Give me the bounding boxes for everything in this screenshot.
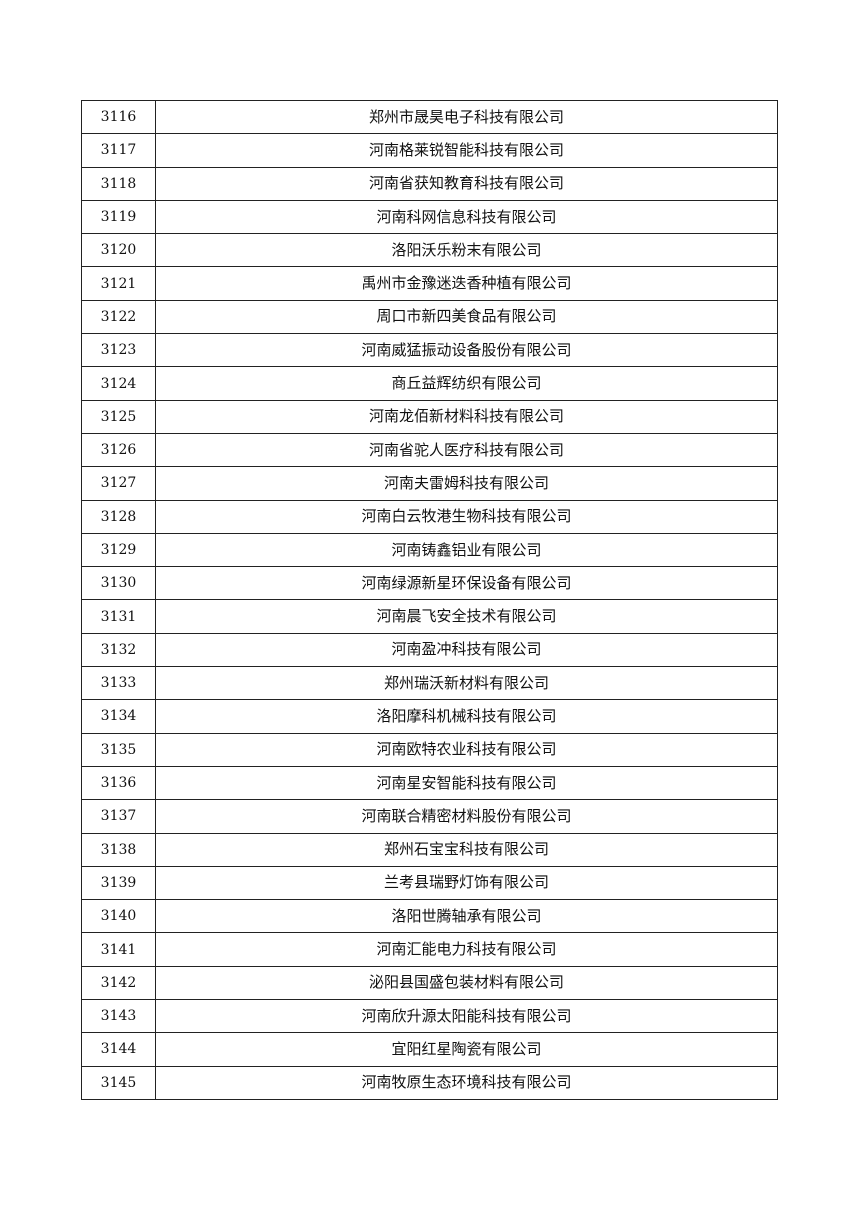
row-number: 3142 <box>81 965 156 1001</box>
row-number: 3144 <box>81 1032 156 1067</box>
table-row: 3120 洛阳沃乐粉末有限公司 <box>81 233 778 268</box>
row-number: 3139 <box>81 865 156 901</box>
table-row: 3117 河南格莱锐智能科技有限公司 <box>81 133 778 168</box>
table-row: 3131 河南晨飞安全技术有限公司 <box>81 599 778 634</box>
row-number: 3137 <box>81 799 156 834</box>
row-number: 3122 <box>81 299 156 335</box>
company-name: 河南省获知教育科技有限公司 <box>155 166 778 201</box>
company-name: 郑州市晟昊电子科技有限公司 <box>155 99 778 135</box>
row-number: 3141 <box>81 932 156 967</box>
table-row: 3129 河南铸鑫铝业有限公司 <box>81 532 778 568</box>
company-name: 河南晨飞安全技术有限公司 <box>155 599 778 634</box>
row-number: 3145 <box>81 1065 156 1100</box>
table-row: 3123 河南威猛振动设备股份有限公司 <box>81 333 778 368</box>
row-number: 3130 <box>81 566 156 601</box>
table-row: 3138 郑州石宝宝科技有限公司 <box>81 832 778 867</box>
row-number: 3140 <box>81 899 156 934</box>
row-number: 3125 <box>81 399 156 434</box>
table-row: 3140 洛阳世腾轴承有限公司 <box>81 899 778 934</box>
table-row: 3139 兰考县瑞野灯饰有限公司 <box>81 865 778 901</box>
row-number: 3128 <box>81 499 156 534</box>
company-name: 河南威猛振动设备股份有限公司 <box>155 333 778 368</box>
table-row: 3118 河南省获知教育科技有限公司 <box>81 166 778 201</box>
company-name: 商丘益辉纺织有限公司 <box>155 366 778 401</box>
table-row: 3145 河南牧原生态环境科技有限公司 <box>81 1065 778 1100</box>
row-number: 3123 <box>81 333 156 368</box>
company-name: 洛阳沃乐粉末有限公司 <box>155 233 778 268</box>
row-number: 3121 <box>81 266 156 301</box>
company-name: 河南科网信息科技有限公司 <box>155 199 778 235</box>
company-name: 河南格莱锐智能科技有限公司 <box>155 133 778 168</box>
row-number: 3119 <box>81 199 156 235</box>
row-number: 3135 <box>81 732 156 767</box>
table-row: 3137 河南联合精密材料股份有限公司 <box>81 799 778 834</box>
company-name: 郑州瑞沃新材料有限公司 <box>155 666 778 701</box>
company-name: 河南白云牧港生物科技有限公司 <box>155 499 778 534</box>
table-row: 3141 河南汇能电力科技有限公司 <box>81 932 778 967</box>
row-number: 3132 <box>81 632 156 668</box>
row-number: 3136 <box>81 765 156 801</box>
table-row: 3127 河南夫雷姆科技有限公司 <box>81 466 778 501</box>
table-row: 3122 周口市新四美食品有限公司 <box>81 299 778 335</box>
row-number: 3127 <box>81 466 156 501</box>
company-name: 禹州市金豫迷迭香种植有限公司 <box>155 266 778 301</box>
row-number: 3143 <box>81 999 156 1034</box>
company-name: 周口市新四美食品有限公司 <box>155 299 778 335</box>
table-row: 3124 商丘益辉纺织有限公司 <box>81 366 778 401</box>
company-name: 河南汇能电力科技有限公司 <box>155 932 778 967</box>
company-name: 河南龙佰新材料科技有限公司 <box>155 399 778 434</box>
company-name: 河南夫雷姆科技有限公司 <box>155 466 778 501</box>
table-row: 3133 郑州瑞沃新材料有限公司 <box>81 666 778 701</box>
row-number: 3117 <box>81 133 156 168</box>
table-row: 3142 泌阳县国盛包装材料有限公司 <box>81 965 778 1001</box>
row-number: 3131 <box>81 599 156 634</box>
company-name: 兰考县瑞野灯饰有限公司 <box>155 865 778 901</box>
table-row: 3134 洛阳摩科机械科技有限公司 <box>81 699 778 734</box>
table-row: 3135 河南欧特农业科技有限公司 <box>81 732 778 767</box>
row-number: 3124 <box>81 366 156 401</box>
row-number: 3116 <box>81 99 156 135</box>
table-row: 3119 河南科网信息科技有限公司 <box>81 199 778 235</box>
company-name: 河南省驼人医疗科技有限公司 <box>155 432 778 468</box>
company-name: 洛阳摩科机械科技有限公司 <box>155 699 778 734</box>
row-number: 3118 <box>81 166 156 201</box>
table-row: 3143 河南欣升源太阳能科技有限公司 <box>81 999 778 1034</box>
table-row: 3126 河南省驼人医疗科技有限公司 <box>81 432 778 468</box>
row-number: 3126 <box>81 432 156 468</box>
table-row: 3130 河南绿源新星环保设备有限公司 <box>81 566 778 601</box>
company-name: 洛阳世腾轴承有限公司 <box>155 899 778 934</box>
company-name: 郑州石宝宝科技有限公司 <box>155 832 778 867</box>
table-row: 3116 郑州市晟昊电子科技有限公司 <box>81 99 778 135</box>
table-row: 3136 河南星安智能科技有限公司 <box>81 765 778 801</box>
row-number: 3129 <box>81 532 156 568</box>
row-number: 3133 <box>81 666 156 701</box>
company-name: 河南铸鑫铝业有限公司 <box>155 532 778 568</box>
row-number: 3134 <box>81 699 156 734</box>
company-name: 河南星安智能科技有限公司 <box>155 765 778 801</box>
company-name: 河南绿源新星环保设备有限公司 <box>155 566 778 601</box>
table-row: 3125 河南龙佰新材料科技有限公司 <box>81 399 778 434</box>
table-row: 3144 宜阳红星陶瓷有限公司 <box>81 1032 778 1067</box>
company-name: 宜阳红星陶瓷有限公司 <box>155 1032 778 1067</box>
company-table: 3116 郑州市晟昊电子科技有限公司 3117 河南格莱锐智能科技有限公司 3118 河南… <box>81 99 778 1100</box>
company-name: 河南欧特农业科技有限公司 <box>155 732 778 767</box>
row-number: 3120 <box>81 233 156 268</box>
row-number: 3138 <box>81 832 156 867</box>
table-row: 3121 禹州市金豫迷迭香种植有限公司 <box>81 266 778 301</box>
company-name: 河南联合精密材料股份有限公司 <box>155 799 778 834</box>
company-name: 河南盈冲科技有限公司 <box>155 632 778 668</box>
company-name: 河南牧原生态环境科技有限公司 <box>155 1065 778 1100</box>
table-row: 3128 河南白云牧港生物科技有限公司 <box>81 499 778 534</box>
company-name: 泌阳县国盛包装材料有限公司 <box>155 965 778 1001</box>
company-name: 河南欣升源太阳能科技有限公司 <box>155 999 778 1034</box>
table-row: 3132 河南盈冲科技有限公司 <box>81 632 778 668</box>
